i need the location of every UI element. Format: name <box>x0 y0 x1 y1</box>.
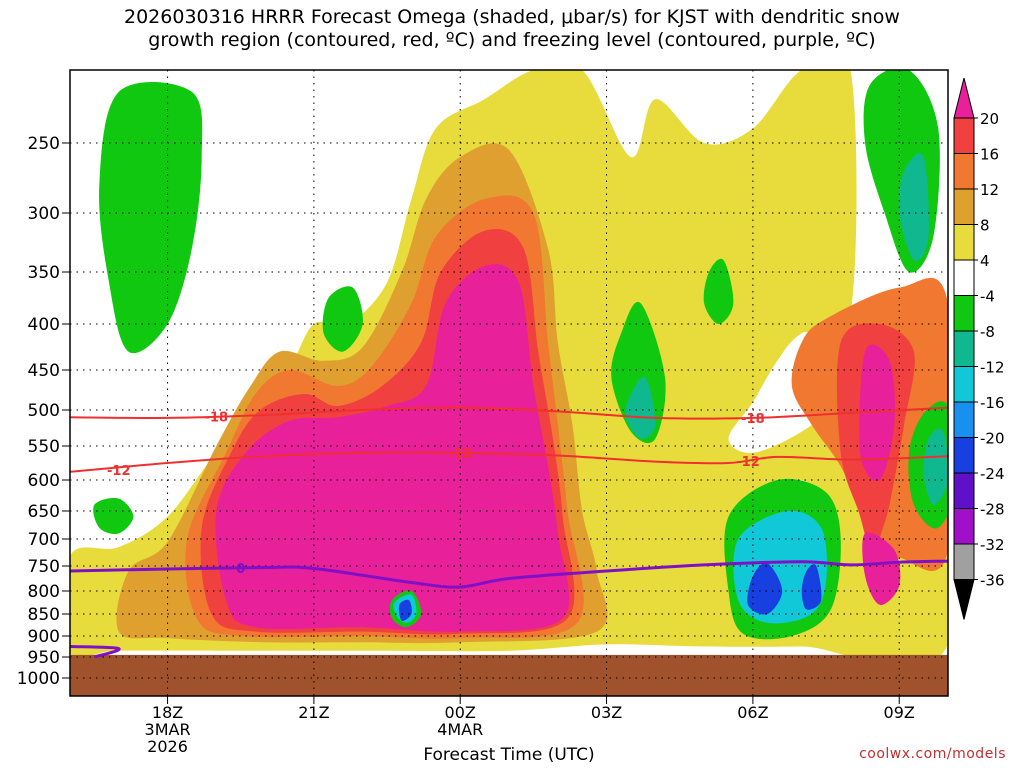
colorbar-label: 8 <box>980 217 990 235</box>
colorbar-swatch <box>953 508 975 545</box>
omega-region-10 <box>99 81 203 354</box>
x-tick-label: 4MAR <box>437 720 483 739</box>
colorbar-label: 4 <box>980 252 990 270</box>
y-tick-label: 250 <box>28 134 60 154</box>
contour-label: 0 <box>236 562 245 577</box>
omega-region-4 <box>215 264 570 632</box>
grid-lines <box>70 70 948 696</box>
omega-region-14 <box>703 258 734 324</box>
colorbar-swatch <box>953 401 975 438</box>
omega-region-26 <box>898 153 930 262</box>
colorbar-label: -36 <box>980 572 1005 590</box>
x-tick-label: 3MAR <box>145 720 191 739</box>
contour-line <box>70 645 121 659</box>
contour-label: -12 <box>448 447 472 462</box>
omega-region-24 <box>625 376 656 439</box>
colorbar-label: 16 <box>980 146 999 164</box>
omega-region-12 <box>322 286 363 352</box>
contour--18 <box>70 406 948 420</box>
colorbar-top-arrow <box>953 77 975 119</box>
x-tick-label: 03Z <box>591 703 622 722</box>
contour-label: -12 <box>107 464 131 479</box>
chart-title-line2: growth region (contoured, red, ºC) and f… <box>148 29 876 51</box>
x-tick-label: 21Z <box>298 703 329 722</box>
y-tick-label: 650 <box>28 502 60 522</box>
x-tick-label: 00Z <box>445 703 476 722</box>
y-tick-label: 900 <box>28 627 60 647</box>
y-tick-label: 950 <box>28 648 60 668</box>
chart-title-line1: 2026030316 HRRR Forecast Omega (shaded, … <box>124 6 900 28</box>
omega-region-25 <box>923 428 948 505</box>
y-tick-label: 450 <box>28 361 60 381</box>
chart-title: 2026030316 HRRR Forecast Omega (shaded, … <box>0 6 1024 52</box>
colorbar-bottom-arrow <box>953 579 975 620</box>
colorbar-label: -32 <box>980 536 1005 554</box>
colorbar-swatch <box>953 330 975 367</box>
colorbar-label: -28 <box>980 501 1005 519</box>
colorbar-swatch <box>953 366 975 403</box>
omega-region-7 <box>859 344 895 482</box>
y-tick-label: 350 <box>28 263 60 283</box>
omega-region-21 <box>801 564 822 610</box>
omega-shading <box>70 70 948 669</box>
omega-region-11 <box>93 498 134 535</box>
contour-0 <box>70 559 948 589</box>
y-tick-label: 700 <box>28 530 60 550</box>
x-tick-label: 2026 <box>147 737 188 756</box>
y-tick-label: 600 <box>28 471 60 491</box>
colorbar-swatch <box>953 117 975 154</box>
colorbar-swatch <box>953 188 975 225</box>
colorbar-swatch <box>953 543 975 580</box>
contour-label: -18 <box>205 410 229 425</box>
omega-region-23 <box>398 599 412 621</box>
colorbar-label: 12 <box>980 181 999 199</box>
colorbar-label: -24 <box>980 465 1005 483</box>
x-axis-label: Forecast Time (UTC) <box>423 745 595 765</box>
y-tick-label: 400 <box>28 315 60 335</box>
x-tick-label: 18Z <box>152 703 183 722</box>
contours: -18 -18 -12 -12 -12 0 <box>70 406 948 659</box>
colorbar-label: -16 <box>980 394 1005 412</box>
contour-label: -12 <box>736 455 760 470</box>
y-tick-label: 1000 <box>17 669 60 689</box>
colorbar-swatch <box>953 259 975 296</box>
colorbar-swatch <box>953 153 975 190</box>
omega-region-8 <box>862 532 901 605</box>
y-tick-label: 800 <box>28 582 60 602</box>
y-tick-label: 750 <box>28 557 60 577</box>
contour-label: -18 <box>741 412 765 427</box>
y-tick-label: 550 <box>28 437 60 457</box>
y-tick-label: 500 <box>28 401 60 421</box>
colorbar-label: -12 <box>980 359 1005 377</box>
credit-text: coolwx.com/models <box>859 746 1006 762</box>
colorbar-label: -20 <box>980 430 1005 448</box>
y-tick-label: 300 <box>28 204 60 224</box>
omega-region-20 <box>747 562 783 615</box>
colorbar-swatch <box>953 472 975 509</box>
contour--12 <box>70 451 948 473</box>
colorbar-label: -8 <box>980 323 995 341</box>
colorbar-swatch <box>953 224 975 261</box>
y-axis: 2503003504004505005506006507007508008509… <box>17 134 70 689</box>
colorbar: 20 16 12 8 4 -4 -8 -12 -16 -20 -24 -28 -32 -36 <box>953 77 1005 620</box>
colorbar-swatch <box>953 295 975 332</box>
x-tick-label: 06Z <box>737 703 768 722</box>
x-tick-label: 09Z <box>884 703 915 722</box>
ground-layer <box>70 654 948 696</box>
y-tick-label: 850 <box>28 605 60 625</box>
colorbar-label: -4 <box>980 288 995 306</box>
plot-frame <box>69 69 949 697</box>
colorbar-swatch <box>953 437 975 474</box>
colorbar-label: 20 <box>980 110 999 128</box>
